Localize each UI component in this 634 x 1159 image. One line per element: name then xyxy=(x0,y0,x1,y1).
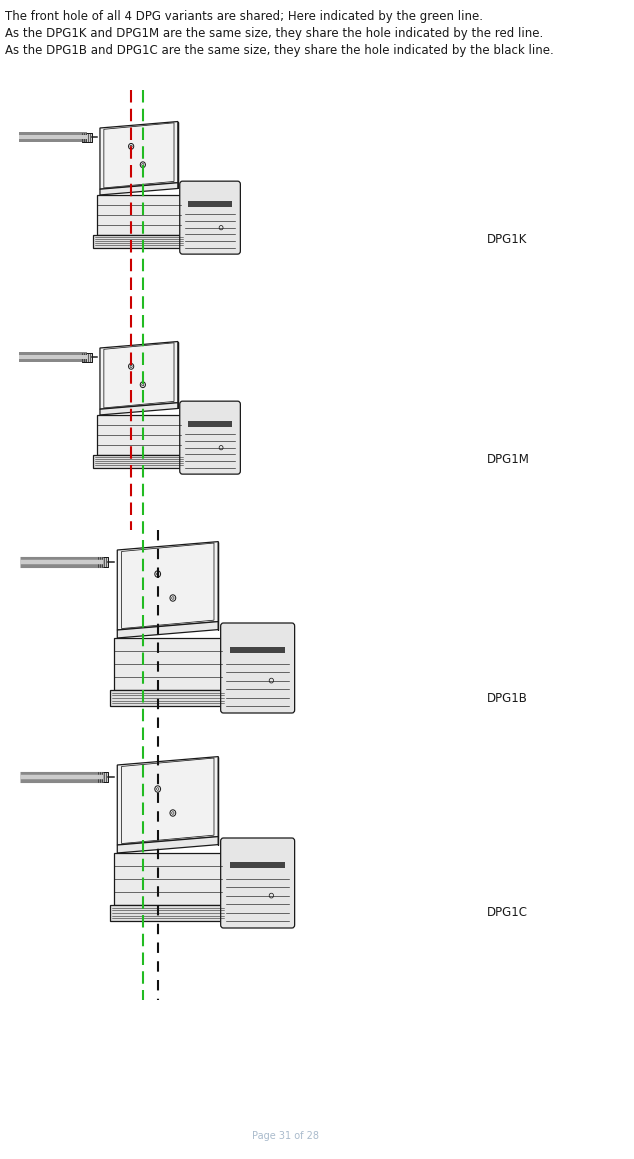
Text: The front hole of all 4 DPG variants are shared; Here indicated by the green lin: The front hole of all 4 DPG variants are… xyxy=(6,10,483,23)
Polygon shape xyxy=(100,183,178,195)
Bar xyxy=(82,352,91,362)
Polygon shape xyxy=(117,757,218,845)
Polygon shape xyxy=(113,853,222,905)
Bar xyxy=(82,133,91,141)
Polygon shape xyxy=(110,690,226,706)
Polygon shape xyxy=(122,758,214,844)
Polygon shape xyxy=(100,402,178,415)
Bar xyxy=(230,862,285,868)
Polygon shape xyxy=(117,837,218,853)
Text: As the DPG1B and DPG1C are the same size, they share the hole indicated by the b: As the DPG1B and DPG1C are the same size… xyxy=(6,44,554,57)
Polygon shape xyxy=(113,637,222,690)
Polygon shape xyxy=(110,905,226,921)
Bar xyxy=(98,557,108,567)
Polygon shape xyxy=(93,454,184,467)
Bar xyxy=(188,201,232,206)
Text: DPG1M: DPG1M xyxy=(487,453,530,466)
Bar xyxy=(188,421,232,427)
Bar xyxy=(230,647,285,654)
Text: DPG1C: DPG1C xyxy=(487,906,528,919)
Polygon shape xyxy=(104,343,174,408)
Polygon shape xyxy=(100,342,178,409)
Text: DPG1K: DPG1K xyxy=(487,233,527,246)
Text: DPG1B: DPG1B xyxy=(487,692,528,705)
Text: As the DPG1K and DPG1M are the same size, they share the hole indicated by the r: As the DPG1K and DPG1M are the same size… xyxy=(6,27,544,41)
FancyBboxPatch shape xyxy=(221,838,295,928)
Polygon shape xyxy=(122,544,214,628)
Polygon shape xyxy=(100,122,178,189)
FancyBboxPatch shape xyxy=(180,401,240,474)
Polygon shape xyxy=(104,123,174,188)
Text: Page 31 of 28: Page 31 of 28 xyxy=(252,1131,320,1140)
FancyBboxPatch shape xyxy=(221,624,295,713)
Polygon shape xyxy=(117,541,218,630)
Polygon shape xyxy=(97,195,181,234)
Polygon shape xyxy=(97,415,181,454)
Polygon shape xyxy=(93,234,184,248)
FancyBboxPatch shape xyxy=(180,181,240,254)
Polygon shape xyxy=(117,621,218,637)
Bar xyxy=(98,772,108,782)
